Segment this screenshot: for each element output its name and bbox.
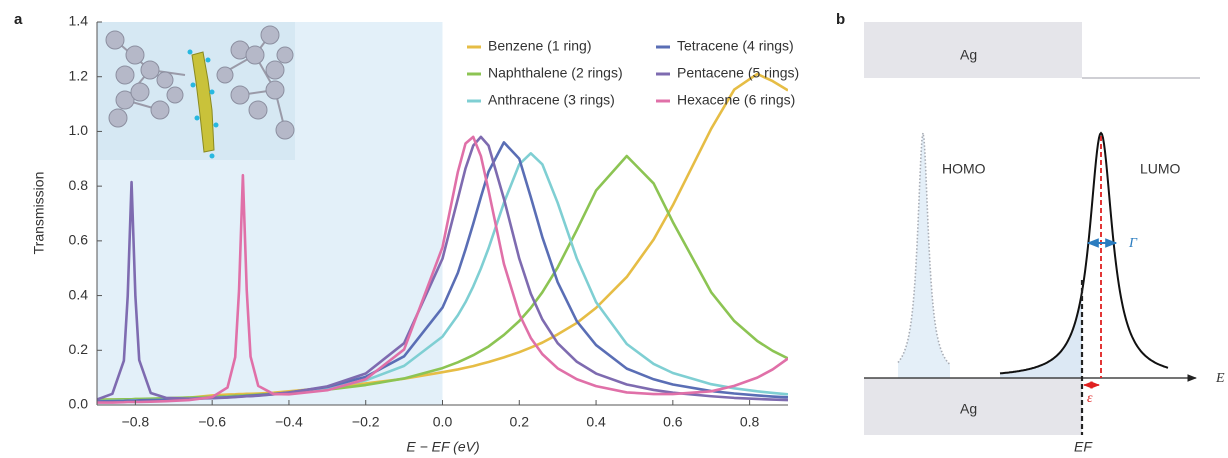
- x-tick-label: 0.0: [433, 414, 453, 430]
- legend-label: Anthracene (3 rings): [488, 92, 615, 108]
- homo-fill: [898, 133, 950, 378]
- y-tick-label: 0.6: [69, 232, 89, 248]
- energy-diagram: b Ag Ag E Γ ε HOMO LUMO EF: [836, 11, 1225, 455]
- x-tick-label: −0.6: [198, 414, 226, 430]
- homo-peak: [897, 132, 951, 366]
- legend-label: Tetracene (4 rings): [677, 38, 794, 54]
- y-tick-label: 0.4: [69, 286, 89, 302]
- fermi-level-label: EF: [1074, 439, 1093, 455]
- acene-molecule: [187, 49, 219, 159]
- y-tick-label: 0.0: [69, 396, 89, 412]
- top-electrode: [864, 22, 1082, 78]
- x-tick-label: 0.6: [663, 414, 683, 430]
- y-axis-label: Transmission: [31, 172, 47, 255]
- legend-label: Pentacene (5 rings): [677, 65, 799, 81]
- series-line: [97, 135, 788, 404]
- panel-label: b: [836, 11, 845, 28]
- legend: Benzene (1 ring) Naphthalene (2 rings) Ant…: [467, 38, 799, 108]
- x-tick-label: −0.8: [122, 414, 150, 430]
- series-line: [97, 141, 788, 403]
- plot-area: [97, 72, 788, 404]
- x-tick-label: −0.2: [352, 414, 380, 430]
- y-tick-label: 1.2: [69, 67, 89, 83]
- legend-label: Hexacene (6 rings): [677, 92, 795, 108]
- gamma-label: Γ: [1128, 236, 1138, 251]
- panel-label: a: [14, 11, 23, 28]
- legend-label: Benzene (1 ring): [488, 38, 592, 54]
- x-tick-label: 0.8: [740, 414, 760, 430]
- epsilon-label: ε: [1087, 391, 1093, 406]
- lumo-peak: [999, 131, 1169, 375]
- top-metal-label: Ag: [960, 47, 977, 63]
- x-tick-label: 0.4: [586, 414, 606, 430]
- energy-axis-label: E: [1215, 371, 1225, 386]
- metal-atoms: [105, 25, 295, 140]
- x-tick-label: −0.4: [275, 414, 303, 430]
- axes: 0.0 0.2 0.4 0.6 0.8 1.0 1.2 1.4 −0.8 −0.6 −0.4 −0.2…: [69, 13, 788, 430]
- occupied-fill: [1000, 291, 1082, 378]
- y-tick-label: 0.2: [69, 341, 89, 357]
- lumo-label: LUMO: [1140, 161, 1181, 177]
- bottom-metal-label: Ag: [960, 401, 977, 417]
- legend-label: Naphthalene (2 rings): [488, 65, 623, 81]
- y-tick-label: 1.4: [69, 13, 89, 29]
- bottom-electrode: [864, 378, 1082, 435]
- molecule-inset: [97, 22, 295, 160]
- series-line: [97, 154, 788, 402]
- x-tick-label: 0.2: [510, 414, 530, 430]
- x-axis-label: E − EF (eV): [406, 439, 479, 455]
- y-tick-label: 0.8: [69, 177, 89, 193]
- y-tick-label: 1.0: [69, 122, 89, 138]
- series-line: [97, 135, 788, 402]
- homo-label: HOMO: [942, 161, 986, 177]
